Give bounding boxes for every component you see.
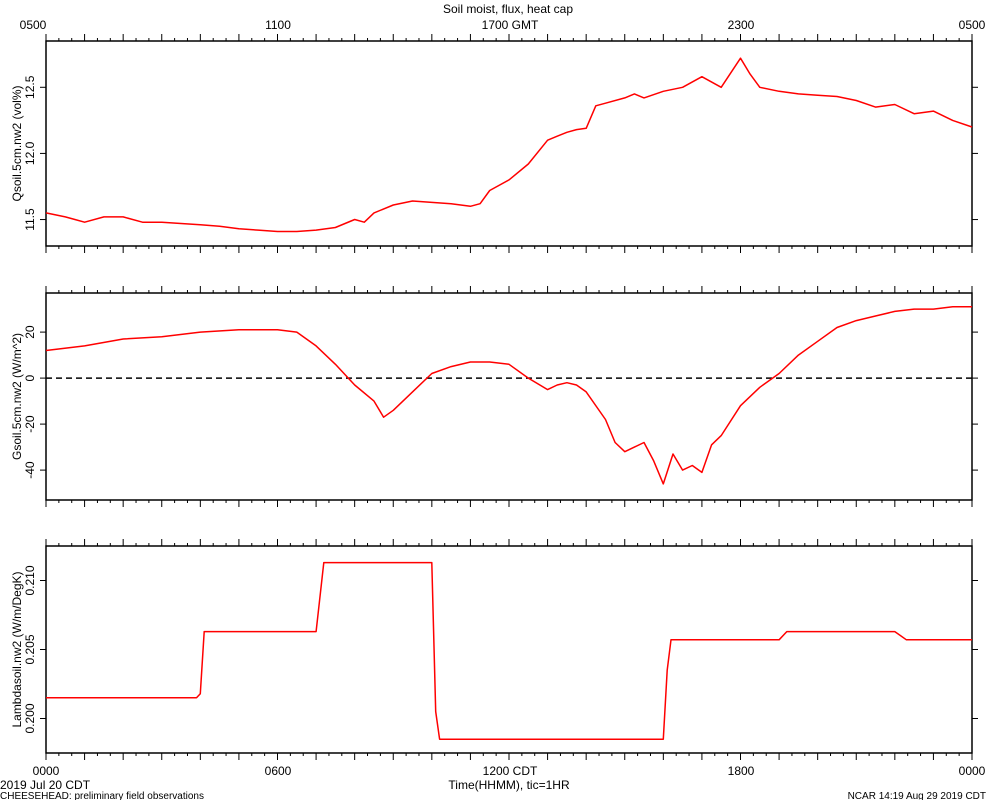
panel-0-ylabel: Qsoil.5cm.nw2 (vol%) [10,85,24,201]
panel-0-ytick-label: 12.0 [23,141,37,165]
panel-2-ytick-label: 0.205 [23,634,37,664]
panel-2-frame [45,545,973,754]
chart-title: Soil moist, flux, heat cap [443,2,573,16]
bottom-tick-label-2: 1200 CDT [483,764,538,778]
panel-0-series-line [45,57,973,233]
panel-1-series-line [45,306,972,485]
bottom-tick-label-0: 0000 [33,764,60,778]
panel-0-ytick-label: 11.5 [23,208,37,231]
panel-0-ytick-label: 12.5 [23,75,37,99]
top-tick-label-0: 0500 [20,18,47,32]
x-axis-label: Time(HHMM), tic=1HR [448,778,570,792]
bottom-tick-label-1: 0600 [265,764,292,778]
panel-2-series-line [46,561,972,740]
panel-1-ytick-label: 0 [23,374,37,381]
footer-project: CHEESEHEAD: preliminary field observatio… [0,791,204,800]
panel-0-frame [45,40,973,247]
panel-1-frame [45,292,973,501]
panel-1-ylabel: Gsoil.5cm.nw2 (W/m^2) [10,333,24,460]
bottom-tick-label-3: 1800 [728,764,755,778]
panel-1-ytick-label: -40 [23,461,37,479]
panel-2-ytick-label: 0.200 [23,703,37,733]
bottom-tick-label-4: 0000 [959,764,986,778]
panel-2-ytick-label: 0.210 [23,565,37,595]
panel-1-ytick-label: -20 [23,415,37,433]
panel-1-ytick-label: 20 [23,325,37,339]
panel-2-ylabel: Lambdasoil.nw2 (W/m/DegK) [10,571,24,727]
top-tick-label-2: 1700 GMT [482,18,539,32]
footer-date: 2019 Jul 20 CDT [0,778,91,792]
footer-credit: NCAR 14:19 Aug 29 2019 CDT [848,791,986,800]
top-tick-label-4: 0500 [959,18,986,32]
top-tick-label-3: 2300 [728,18,755,32]
top-tick-label-1: 1100 [265,18,291,32]
